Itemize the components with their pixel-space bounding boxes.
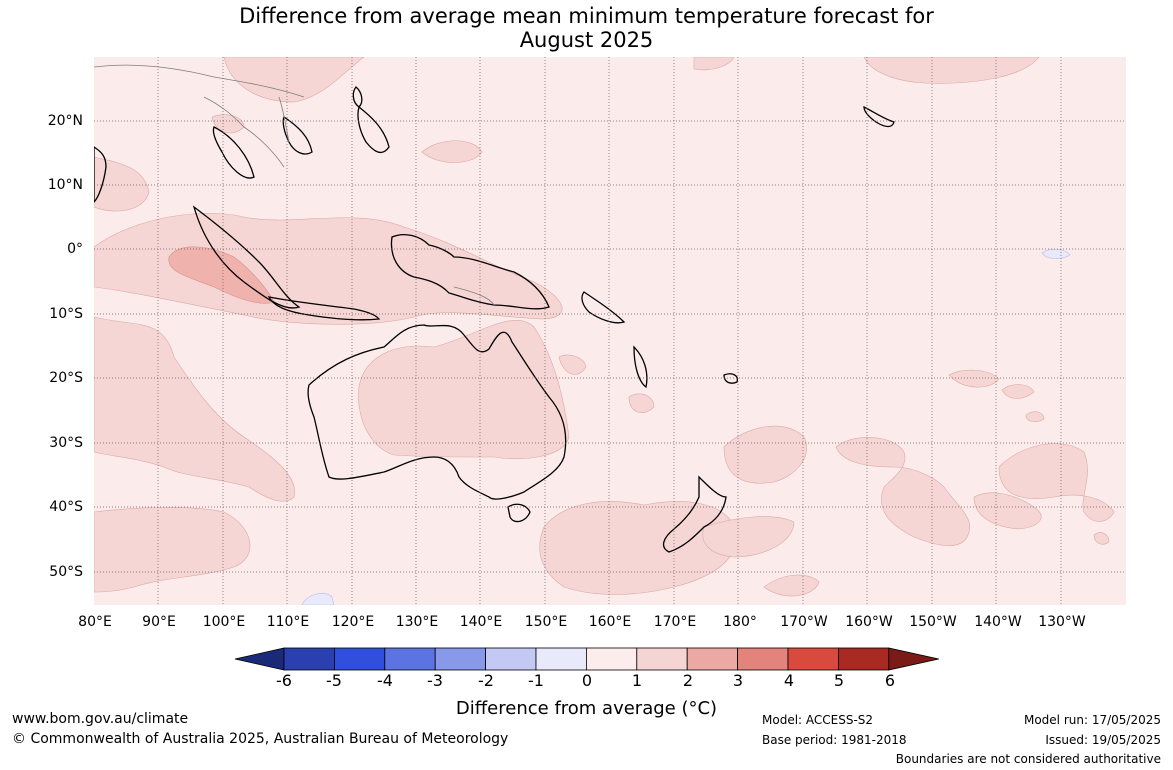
colorbar-tick: -1 xyxy=(528,671,544,690)
colorbar-swatch xyxy=(283,647,335,671)
model-text: Model: ACCESS-S2 xyxy=(762,713,874,727)
colorbar-tick: 1 xyxy=(631,671,643,690)
colorbar-tick: -6 xyxy=(276,671,292,690)
lon-label-180: 180° xyxy=(723,614,757,630)
lon-label-130w: 130°W xyxy=(1038,614,1086,630)
colorbar-swatch xyxy=(334,647,386,671)
map-title: Difference from average mean minimum tem… xyxy=(0,4,1173,52)
colorbar xyxy=(234,647,939,671)
lon-label-150e: 150°E xyxy=(524,614,568,630)
copyright-text: © Commonwealth of Australia 2025, Austra… xyxy=(12,731,509,747)
lat-label-50s: 50°S xyxy=(49,564,83,580)
lon-label-140e: 140°E xyxy=(459,614,503,630)
colorbar-swatch xyxy=(686,647,739,671)
graticule xyxy=(94,57,1126,605)
lon-label-130e: 130°E xyxy=(395,614,439,630)
lat-label-30s: 30°S xyxy=(49,435,83,451)
lon-label-120e: 120°E xyxy=(331,614,375,630)
lon-label-100e: 100°E xyxy=(202,614,246,630)
issued-text: Issued: 19/05/2025 xyxy=(1045,733,1161,747)
lat-label-20n: 20°N xyxy=(47,113,83,129)
anomaly-regions-low xyxy=(94,57,1115,597)
colorbar-swatch xyxy=(888,647,939,671)
model-run-text: Model run: 17/05/2025 xyxy=(1023,713,1161,727)
colorbar-tick: 4 xyxy=(783,671,795,690)
colorbar-title: Difference from average (°C) xyxy=(455,698,718,719)
lon-label-160e: 160°E xyxy=(588,614,632,630)
country-borders xyxy=(94,64,495,306)
lon-label-170w: 170°W xyxy=(780,614,828,630)
colorbar-swatch xyxy=(384,647,436,671)
colorbar-swatch xyxy=(485,647,537,671)
lat-label-20s: 20°S xyxy=(49,370,83,386)
colorbar-swatch xyxy=(434,647,486,671)
title-line-2: August 2025 xyxy=(519,28,654,52)
lon-label-150w: 150°W xyxy=(909,614,957,630)
colorbar-tick: 0 xyxy=(581,671,593,690)
lon-label-90e: 90°E xyxy=(142,614,176,630)
lon-label-170e: 170°E xyxy=(653,614,697,630)
colorbar-tick: -2 xyxy=(478,671,494,690)
title-line-1: Difference from average mean minimum tem… xyxy=(239,4,934,28)
colorbar-swatch xyxy=(535,647,587,671)
lat-label-10n: 10°N xyxy=(47,177,83,193)
colorbar-tick: 6 xyxy=(884,671,896,690)
colorbar-tick: 5 xyxy=(833,671,845,690)
website-text: www.bom.gov.au/climate xyxy=(12,711,189,727)
lon-label-110e: 110°E xyxy=(266,614,310,630)
colorbar-tick: -5 xyxy=(326,671,342,690)
lon-label-80e: 80°E xyxy=(78,614,112,630)
colorbar-tick: 3 xyxy=(732,671,744,690)
anomaly-map xyxy=(94,57,1126,605)
colorbar-tick: -4 xyxy=(377,671,393,690)
base-period-text: Base period: 1981-2018 xyxy=(762,733,907,747)
coastlines xyxy=(94,86,895,553)
colorbar-swatch xyxy=(787,647,839,671)
colorbar-swatch xyxy=(636,647,688,671)
lon-label-140w: 140°W xyxy=(974,614,1022,630)
disclaimer-text: Boundaries are not considered authoritat… xyxy=(895,752,1161,766)
colorbar-tick: -3 xyxy=(427,671,443,690)
colorbar-swatch xyxy=(585,647,638,671)
lat-label-0: 0° xyxy=(67,241,83,257)
lat-label-40s: 40°S xyxy=(49,499,83,515)
lon-label-160w: 160°W xyxy=(845,614,893,630)
colorbar-swatch xyxy=(234,647,285,671)
map-canvas xyxy=(94,57,1126,605)
lat-label-10s: 10°S xyxy=(49,306,83,322)
colorbar-swatch xyxy=(737,647,789,671)
colorbar-swatch xyxy=(838,647,890,671)
anomaly-regions-negative xyxy=(301,249,1071,605)
colorbar-tick: 2 xyxy=(682,671,694,690)
